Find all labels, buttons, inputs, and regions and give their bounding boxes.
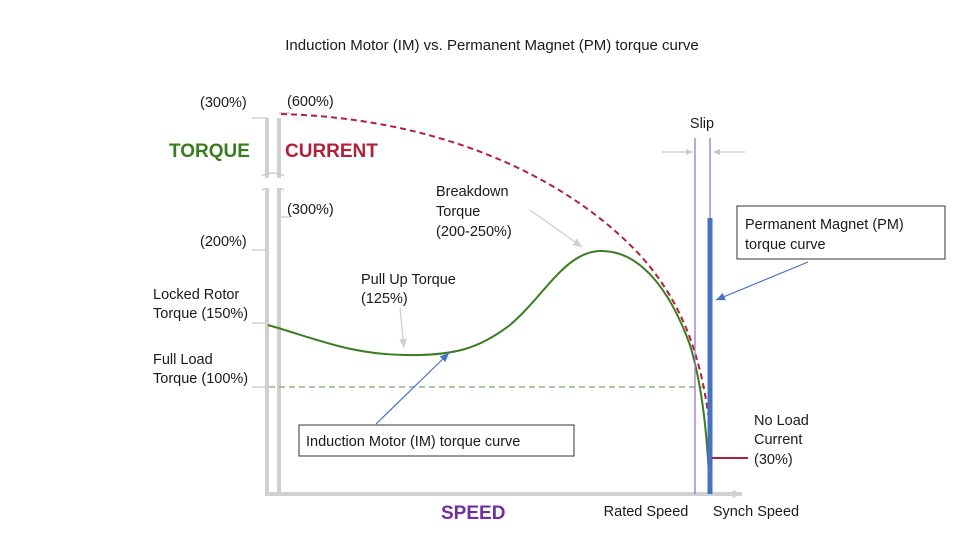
pm-callout-line-1: Permanent Magnet (PM) bbox=[745, 217, 904, 233]
im-callout-box bbox=[298, 424, 575, 457]
breakdown-label-3: (200-250%) bbox=[436, 224, 512, 240]
no-load-label-2: Current bbox=[754, 432, 802, 448]
pull-up-label-1: Pull Up Torque bbox=[361, 272, 456, 288]
current-curve bbox=[280, 113, 710, 421]
pm-callout-arrow bbox=[715, 261, 809, 301]
no-load-label-3: (30%) bbox=[754, 452, 793, 468]
torque-axis-title: TORQUE bbox=[169, 141, 250, 162]
im-callout-arrow bbox=[375, 352, 450, 425]
im-callout: Induction Motor (IM) torque curve bbox=[298, 352, 575, 457]
slip-label: Slip bbox=[690, 116, 714, 132]
axis-break-gap bbox=[262, 178, 284, 188]
pm-callout-box bbox=[736, 205, 946, 260]
full-load-label-2: Torque (100%) bbox=[153, 371, 248, 387]
current-tick-600: (600%) bbox=[287, 94, 334, 110]
breakdown-label-2: Torque bbox=[436, 204, 480, 220]
breakdown-arrow bbox=[529, 209, 583, 248]
im-callout-text: Induction Motor (IM) torque curve bbox=[306, 434, 520, 450]
current-axis-title: CURRENT bbox=[285, 141, 378, 162]
locked-rotor-label-1: Locked Rotor bbox=[153, 287, 239, 303]
rated-speed-label: Rated Speed bbox=[604, 504, 689, 520]
speed-axis-title: SPEED bbox=[441, 503, 505, 524]
chart-title: Induction Motor (IM) vs. Permanent Magne… bbox=[285, 37, 699, 54]
pull-up-arrow bbox=[399, 307, 408, 349]
pm-callout: Permanent Magnet (PM) torque curve bbox=[715, 205, 946, 301]
synch-speed-label: Synch Speed bbox=[713, 504, 799, 520]
im-torque-curve bbox=[267, 249, 711, 495]
breakdown-label-1: Breakdown bbox=[436, 184, 509, 200]
locked-rotor-label-2: Torque (150%) bbox=[153, 306, 248, 322]
pm-callout-line-2: torque curve bbox=[745, 237, 826, 253]
axes bbox=[252, 112, 742, 498]
pull-up-label-2: (125%) bbox=[361, 291, 408, 307]
current-tick-300: (300%) bbox=[287, 202, 334, 218]
no-load-label-1: No Load bbox=[754, 413, 809, 429]
full-load-label-1: Full Load bbox=[153, 352, 213, 368]
torque-tick-200: (200%) bbox=[200, 234, 247, 250]
torque-tick-300: (300%) bbox=[200, 95, 247, 111]
